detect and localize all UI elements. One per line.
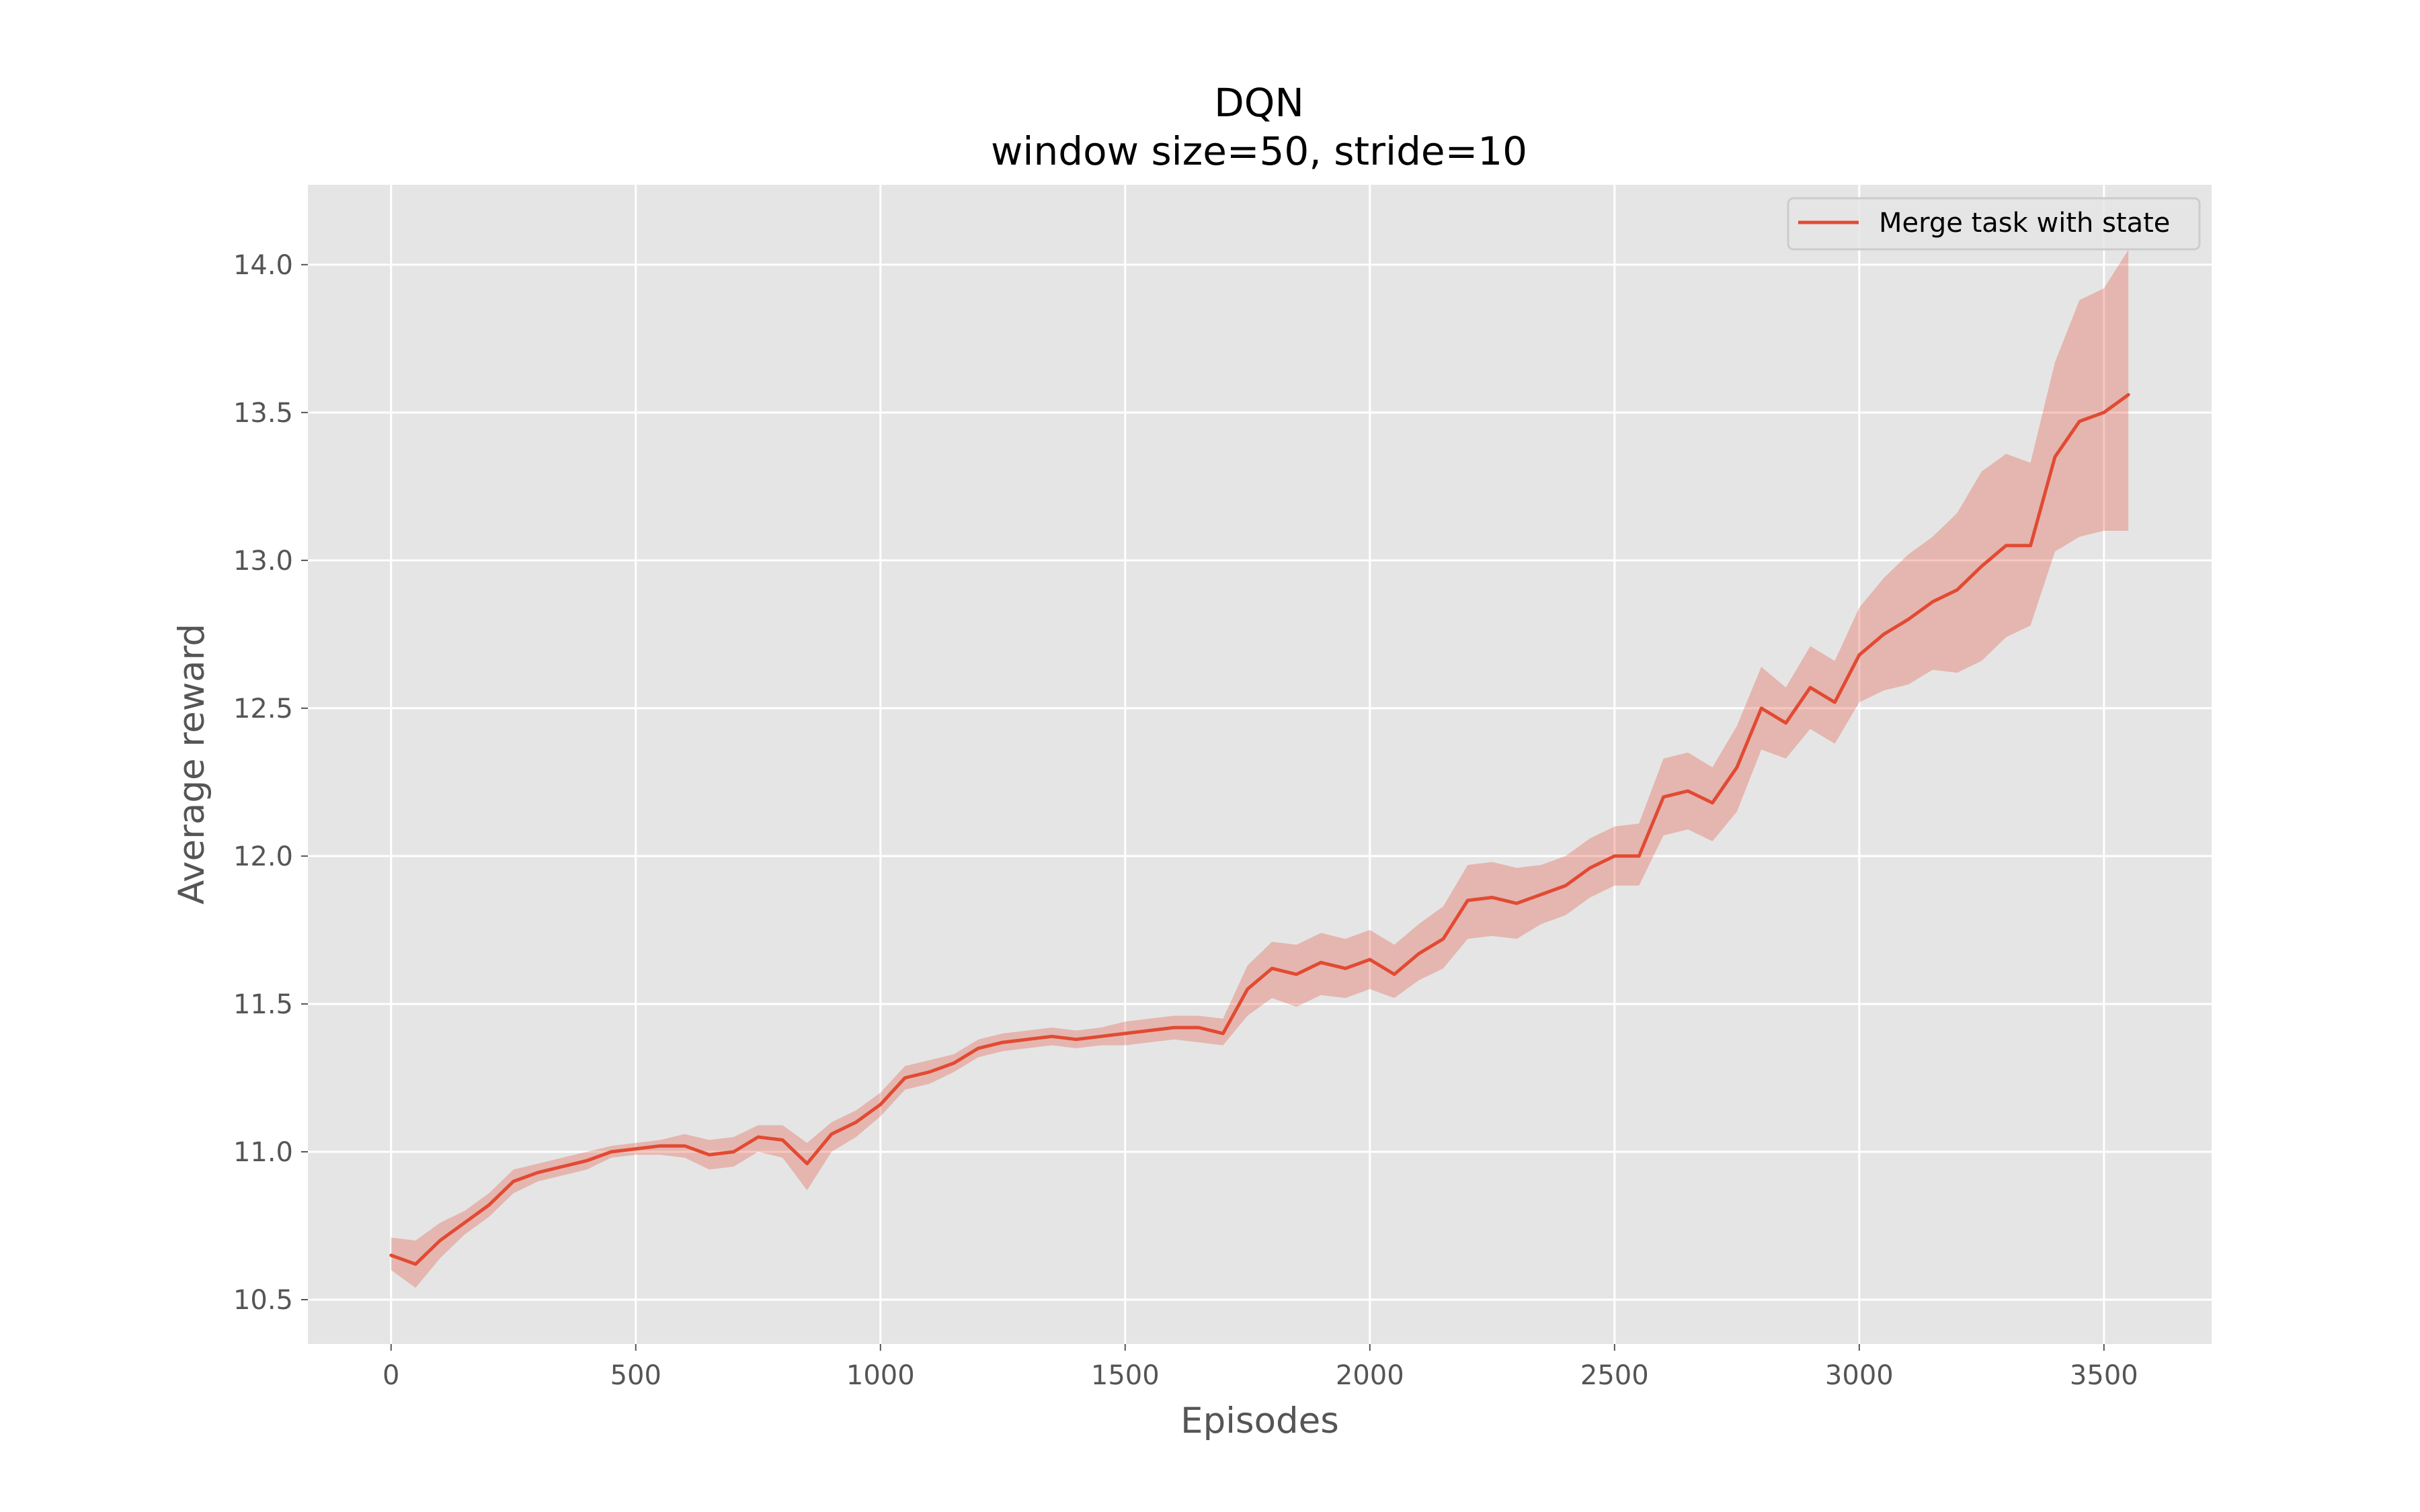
x-axis-ticks: 0 500 1000 1500 2000 2500 3000 3500	[382, 1344, 2138, 1391]
x-axis-label: Episodes	[1180, 1400, 1339, 1441]
y-tick-label: 11.0	[233, 1137, 293, 1168]
y-tick-label: 13.5	[233, 398, 293, 429]
y-axis-label: Average reward	[171, 624, 212, 905]
series-line-layer	[389, 392, 2130, 1266]
plot-area	[308, 185, 2212, 1344]
grid	[308, 185, 2212, 1344]
x-tick-label: 1500	[1091, 1360, 1160, 1391]
x-tick-label: 3000	[1825, 1360, 1894, 1391]
x-tick-label: 500	[610, 1360, 661, 1391]
legend: Merge task with state	[1787, 197, 2201, 251]
x-tick-label: 3500	[2070, 1360, 2138, 1391]
y-tick-label: 11.5	[233, 989, 293, 1020]
x-tick-label: 1000	[846, 1360, 915, 1391]
y-tick-label: 14.0	[233, 250, 293, 281]
y-tick-label: 10.5	[233, 1285, 293, 1316]
y-tick-label: 12.0	[233, 841, 293, 872]
x-tick-label: 2000	[1336, 1360, 1404, 1391]
legend-label: Merge task with state	[1879, 208, 2170, 239]
x-tick-label: 2500	[1580, 1360, 1649, 1391]
chart-subtitle: window size=50, stride=10	[991, 128, 1527, 174]
series-line	[389, 392, 2130, 1266]
y-axis-ticks: 10.5 11.0 11.5 12.0 12.5 13.0 13.5 14.0	[233, 250, 308, 1316]
y-tick-label: 12.5	[233, 694, 293, 724]
legend-box	[1787, 197, 2201, 251]
y-tick-label: 13.0	[233, 546, 293, 577]
chart-title: DQN	[1214, 80, 1304, 126]
x-tick-label: 0	[382, 1360, 399, 1391]
